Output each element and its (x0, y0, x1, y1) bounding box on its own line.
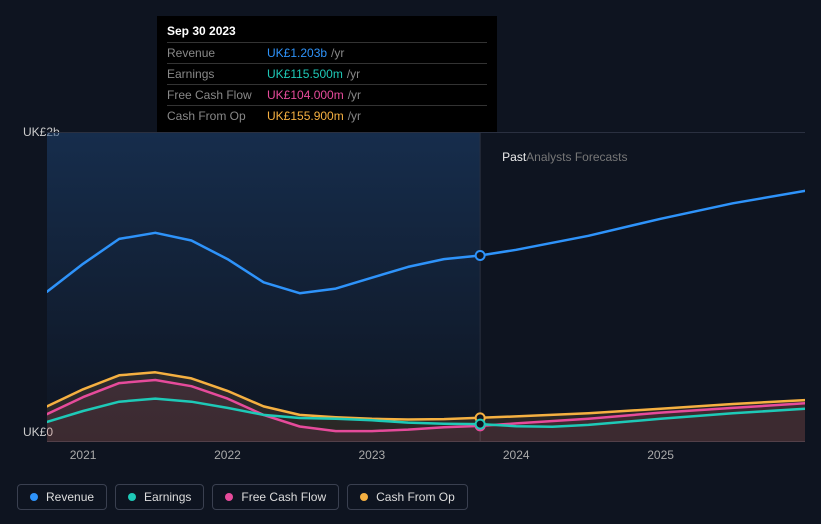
x-axis-tick: 2023 (358, 448, 385, 462)
legend-label: Free Cash Flow (241, 490, 326, 504)
x-axis-tick: 2025 (647, 448, 674, 462)
tooltip-row: Free Cash FlowUK£104.000m/yr (167, 85, 487, 106)
legend-label: Earnings (144, 490, 191, 504)
legend-item-free-cash-flow[interactable]: Free Cash Flow (212, 484, 339, 510)
chart-legend: Revenue Earnings Free Cash Flow Cash From O… (17, 484, 468, 510)
tooltip-table: RevenueUK£1.203b/yrEarningsUK£115.500m/y… (167, 42, 487, 126)
legend-item-cash-from-op[interactable]: Cash From Op (347, 484, 468, 510)
legend-dot-icon (360, 493, 368, 501)
tooltip-row: EarningsUK£115.500m/yr (167, 64, 487, 85)
financials-chart: Sep 30 2023 RevenueUK£1.203b/yrEarningsU… (17, 0, 805, 524)
chart-tooltip: Sep 30 2023 RevenueUK£1.203b/yrEarningsU… (157, 16, 497, 132)
legend-label: Revenue (46, 490, 94, 504)
tooltip-metric-value: UK£155.900m/yr (267, 106, 487, 127)
legend-dot-icon (128, 493, 136, 501)
x-axis-tick: 2024 (503, 448, 530, 462)
tooltip-row: Cash From OpUK£155.900m/yr (167, 106, 487, 127)
legend-item-earnings[interactable]: Earnings (115, 484, 204, 510)
tooltip-metric-label: Earnings (167, 64, 267, 85)
x-axis-tick: 2021 (70, 448, 97, 462)
chart-plot-area[interactable] (47, 132, 805, 442)
legend-item-revenue[interactable]: Revenue (17, 484, 107, 510)
tooltip-metric-value: UK£115.500m/yr (267, 64, 487, 85)
tooltip-row: RevenueUK£1.203b/yr (167, 43, 487, 64)
legend-dot-icon (30, 493, 38, 501)
tooltip-metric-label: Free Cash Flow (167, 85, 267, 106)
tooltip-metric-label: Cash From Op (167, 106, 267, 127)
x-axis-tick: 2022 (214, 448, 241, 462)
tooltip-metric-value: UK£104.000m/yr (267, 85, 487, 106)
tooltip-metric-label: Revenue (167, 43, 267, 64)
tooltip-metric-value: UK£1.203b/yr (267, 43, 487, 64)
tooltip-date: Sep 30 2023 (167, 24, 487, 42)
legend-label: Cash From Op (376, 490, 455, 504)
legend-dot-icon (225, 493, 233, 501)
